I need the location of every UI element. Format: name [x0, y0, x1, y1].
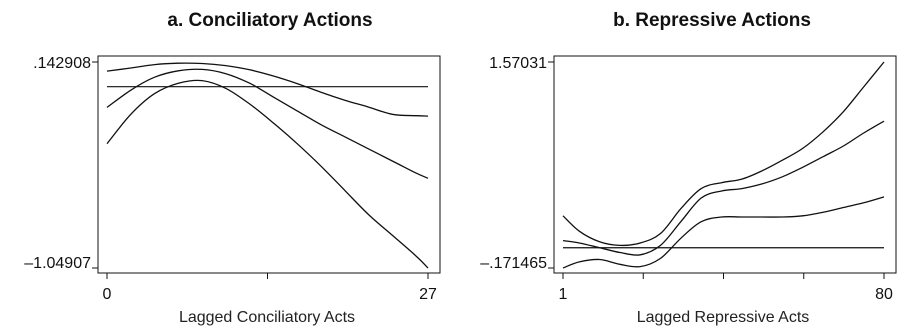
panel-a-curves: [106, 62, 429, 269]
panel-b-estimate-line: [562, 120, 885, 256]
panel-b-plot-frame: [553, 55, 897, 274]
panel-a-x-min-label: 0: [103, 286, 112, 303]
panel-b-upper-band-line: [562, 61, 885, 247]
panel-a-y-max-label: .142908: [33, 55, 91, 72]
panel-b-curves: [562, 61, 885, 269]
panel-b-x-axis-label: Lagged Repressive Acts: [637, 309, 810, 326]
panel-b-y-max-label: 1.57031: [489, 55, 547, 72]
panel-repressive: b. Repressive Actions 1.57031 –.171465 1…: [480, 10, 897, 326]
panel-b-x-min-label: 1: [559, 286, 568, 303]
panel-a-plot-frame: [97, 55, 441, 274]
panel-a-lower-band-line: [106, 79, 429, 269]
panel-a-y-ticks: [92, 61, 98, 269]
panel-a-x-max-label: 27: [419, 286, 437, 303]
panel-b-lower-band-line: [562, 196, 885, 269]
panel-a-x-ticks: [106, 273, 429, 279]
panel-b-y-min-label: –.171465: [480, 255, 547, 272]
panel-b-x-ticks: [562, 273, 885, 279]
panel-a-y-min-label: –1.04907: [24, 255, 91, 272]
panel-b-y-ticks: [548, 61, 554, 269]
panel-conciliatory: a. Conciliatory Actions .142908 –1.04907…: [24, 10, 441, 326]
panel-a-estimate-line: [106, 68, 429, 179]
panel-a-x-axis-label: Lagged Conciliatory Acts: [179, 309, 355, 326]
panel-b-title: b. Repressive Actions: [613, 10, 811, 31]
panel-a-upper-band-line: [106, 62, 429, 117]
panel-a-title: a. Conciliatory Actions: [167, 10, 372, 31]
panel-b-x-max-label: 80: [875, 286, 893, 303]
